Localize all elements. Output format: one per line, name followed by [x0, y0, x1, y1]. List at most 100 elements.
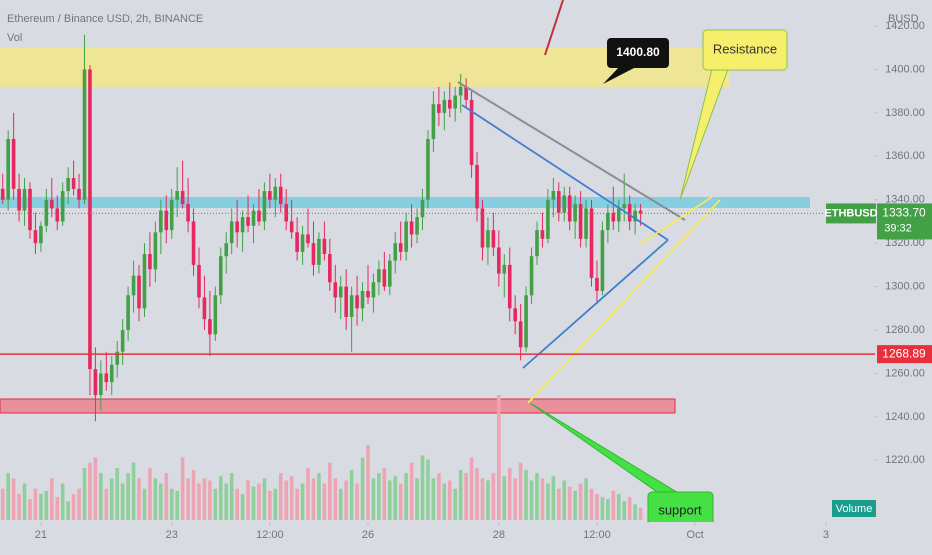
candle-body: [475, 165, 479, 209]
resistance-callout: [702, 29, 788, 71]
volume-bar: [551, 476, 556, 520]
volume-bar: [371, 478, 376, 520]
x-tick-label: 23: [166, 529, 178, 541]
candle-body: [295, 232, 299, 252]
y-tick-label: 1340.00: [885, 194, 925, 206]
candle-body: [426, 138, 430, 200]
level-label: 1268.89: [882, 346, 926, 360]
candles: [0, 34, 643, 520]
volume-bar: [464, 473, 468, 520]
candle-body: [33, 230, 38, 244]
volume-bar: [55, 497, 60, 520]
symbol-badge: [826, 203, 876, 224]
volume-bar: [524, 470, 528, 520]
candle-body: [442, 99, 447, 113]
volume-bar: [437, 473, 441, 520]
last-price-label: 1333.70: [882, 206, 926, 220]
volume-bar: [273, 488, 278, 520]
candle-body: [606, 212, 610, 231]
trendline: [639, 196, 713, 245]
callouts: 1400.80 Resistance support: [529, 29, 788, 528]
volume-bar: [589, 488, 594, 520]
candle-body: [77, 188, 81, 200]
candle-body: [153, 232, 158, 270]
chart-title: Ethereum / Binance USD, 2h, BINANCE: [7, 13, 203, 25]
volume-bar: [595, 493, 599, 520]
candle-body: [584, 208, 588, 239]
volume-bar: [295, 488, 299, 520]
trendline: [461, 104, 669, 241]
volume-badge-text: Volume: [836, 503, 873, 515]
currency-label: BUSD: [888, 13, 919, 25]
candle-body: [518, 321, 523, 348]
candle-body: [0, 188, 5, 200]
volume-bar: [447, 480, 452, 520]
candle-body: [578, 204, 583, 239]
resistance-zone: [0, 197, 810, 208]
volume-bar: [442, 483, 447, 520]
candle-body: [169, 199, 174, 231]
candle-body: [398, 243, 403, 252]
candle-body: [17, 188, 21, 211]
volume-bar: [322, 483, 327, 520]
candle-body: [268, 191, 272, 200]
volume-bar: [159, 483, 163, 520]
candle-body: [262, 191, 267, 222]
volume-bar: [627, 497, 632, 520]
candle-body: [622, 204, 627, 209]
x-tick-label: Oct: [687, 529, 704, 541]
volume-bar: [404, 473, 408, 520]
candle-body: [458, 86, 463, 96]
trendline: [527, 199, 721, 404]
volume-bar: [366, 445, 370, 520]
volume-bar: [507, 467, 512, 520]
candle-body: [486, 230, 490, 248]
volume-bar: [246, 480, 250, 520]
candle-body: [355, 295, 359, 309]
candle-body: [627, 204, 632, 222]
volume-bar: [235, 488, 239, 520]
volume-bar: [317, 473, 321, 520]
volume-bar: [22, 483, 27, 520]
volume-bar: [616, 493, 621, 520]
candle-body: [338, 286, 343, 298]
y-tick-label: 1360.00: [885, 150, 925, 162]
volume-bar: [344, 480, 348, 520]
volume-bar: [224, 483, 229, 520]
candle-body: [611, 212, 616, 222]
volume-bar: [355, 483, 359, 520]
volume-badge: [832, 500, 876, 517]
candle-body: [420, 199, 425, 218]
candle-body: [175, 191, 179, 200]
candle-body: [377, 269, 381, 283]
demand-zone: [0, 398, 676, 414]
y-tick-label: 1300.00: [885, 281, 925, 293]
candle-body: [142, 254, 147, 309]
volume-bar: [458, 470, 463, 520]
candle-body: [546, 199, 550, 239]
volume-bar: [518, 462, 523, 520]
volume-bar: [131, 462, 136, 520]
x-axis-area: [0, 522, 932, 550]
candle-body: [66, 178, 70, 192]
volume-bar: [306, 467, 310, 520]
candle-body: [393, 243, 398, 261]
trendlines: [457, 0, 721, 404]
resistance-text: Resistance: [713, 41, 777, 56]
candle-body: [638, 210, 643, 214]
candle-body: [88, 69, 92, 370]
volume-bar: [180, 457, 185, 520]
last-price-badge: [877, 203, 932, 240]
candle-body: [513, 308, 517, 322]
candle-body: [464, 86, 468, 100]
volume-label: Vol: [7, 32, 22, 44]
volume-bar: [600, 497, 605, 520]
candle-body: [202, 297, 207, 320]
countdown-label: 39:32: [884, 222, 912, 234]
volume-bar: [28, 499, 32, 520]
volume-bar: [137, 478, 141, 520]
candle-body: [415, 217, 419, 235]
volume-bar: [186, 478, 190, 520]
candle-body: [480, 208, 485, 248]
